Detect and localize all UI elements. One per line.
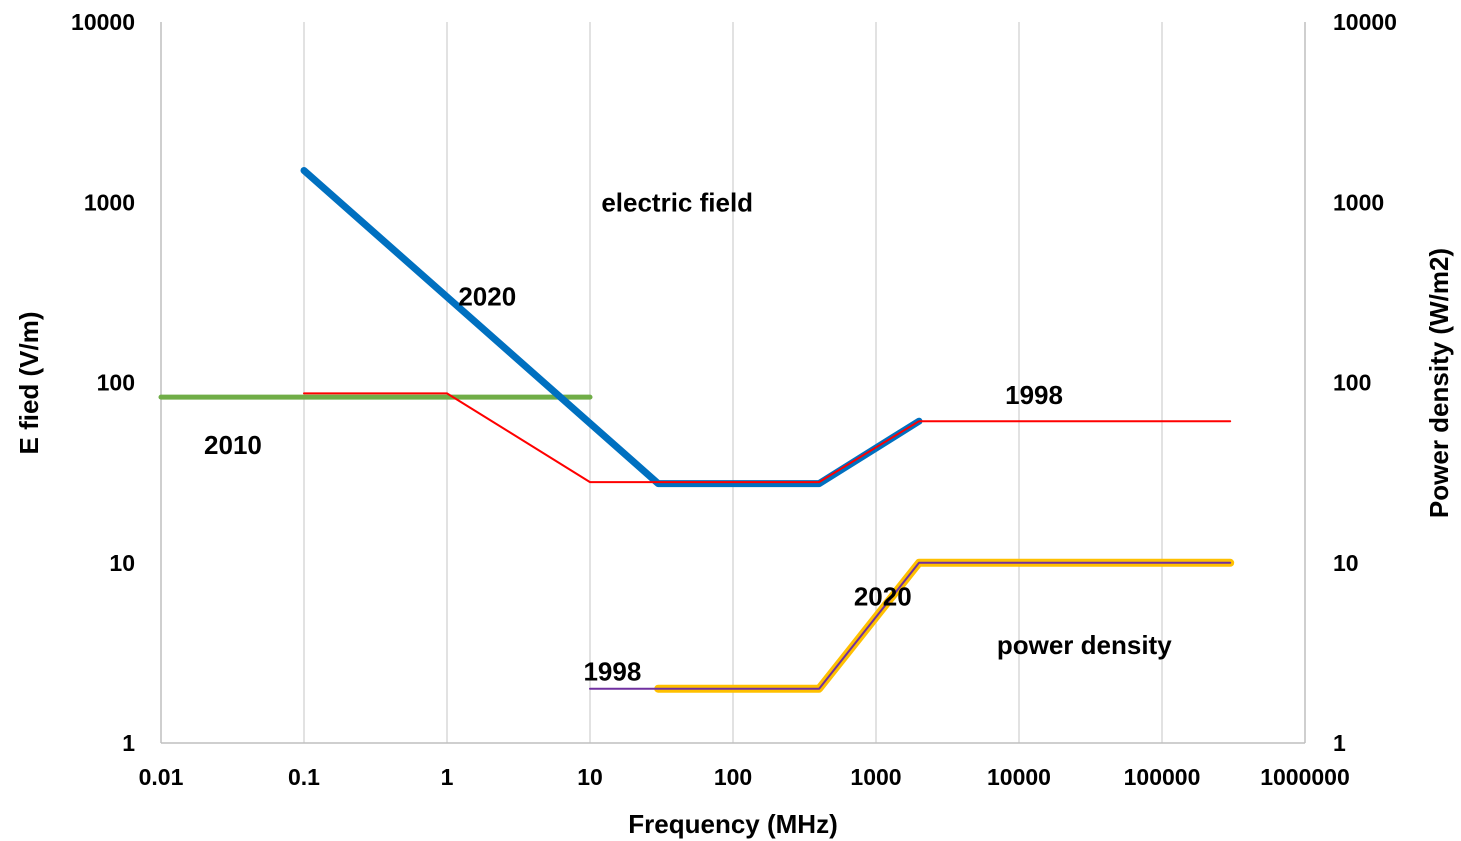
y2-tick-label: 100: [1333, 370, 1371, 396]
y2-tick-label: 1: [1333, 730, 1346, 756]
x-tick-label: 1: [441, 764, 454, 790]
y-tick-label: 10: [109, 550, 135, 576]
x-tick-label: 100: [714, 764, 752, 790]
series-group: [158, 167, 1235, 693]
x-tick-label: 0.01: [139, 764, 184, 790]
y2-tick-labels: 1 10 100 1000 10000: [1333, 9, 1397, 756]
x-tick-label: 0.1: [288, 764, 320, 790]
x-axis-title: Frequency (MHz): [628, 809, 837, 839]
x-tick-labels: 0.01 0.1 1 10 100 1000 10000 100000 1000000: [139, 764, 1350, 790]
annotation-label: 2020: [458, 281, 516, 311]
y2-axis-title: Power density (W/m2): [1424, 248, 1454, 518]
annotation-label: electric field: [601, 187, 753, 217]
x-tick-label: 1000000: [1260, 764, 1350, 790]
y-tick-label: 100: [97, 370, 135, 396]
y2-tick-label: 10000: [1333, 9, 1397, 35]
y-tick-label: 1000: [84, 189, 135, 215]
series-line-2: [300, 167, 923, 488]
x-tick-label: 10: [577, 764, 603, 790]
annotation-label: 1998: [1005, 380, 1063, 410]
gridlines: [303, 22, 1163, 743]
x-tick-label: 100000: [1124, 764, 1201, 790]
y-tick-labels: 1 10 100 1000 10000: [71, 9, 135, 756]
y-tick-label: 1: [122, 730, 135, 756]
series-line-5: [589, 561, 1232, 690]
annotation-label: 2020: [854, 581, 912, 611]
annotation-label: 1998: [583, 656, 641, 686]
series-line-4: [654, 558, 1235, 693]
y-axis-title: E fied (V/m): [14, 311, 44, 454]
series-line-3: [303, 392, 1232, 484]
x-tick-label: 1000: [850, 764, 901, 790]
x-tick-label: 10000: [987, 764, 1051, 790]
y2-tick-label: 1000: [1333, 189, 1384, 215]
annotations: electric field 2020 2010 1998 2020 power dens…: [204, 187, 1172, 686]
y-tick-label: 10000: [71, 9, 135, 35]
annotation-label: 2010: [204, 430, 262, 460]
annotation-label: power density: [997, 630, 1172, 660]
y2-tick-label: 10: [1333, 550, 1359, 576]
